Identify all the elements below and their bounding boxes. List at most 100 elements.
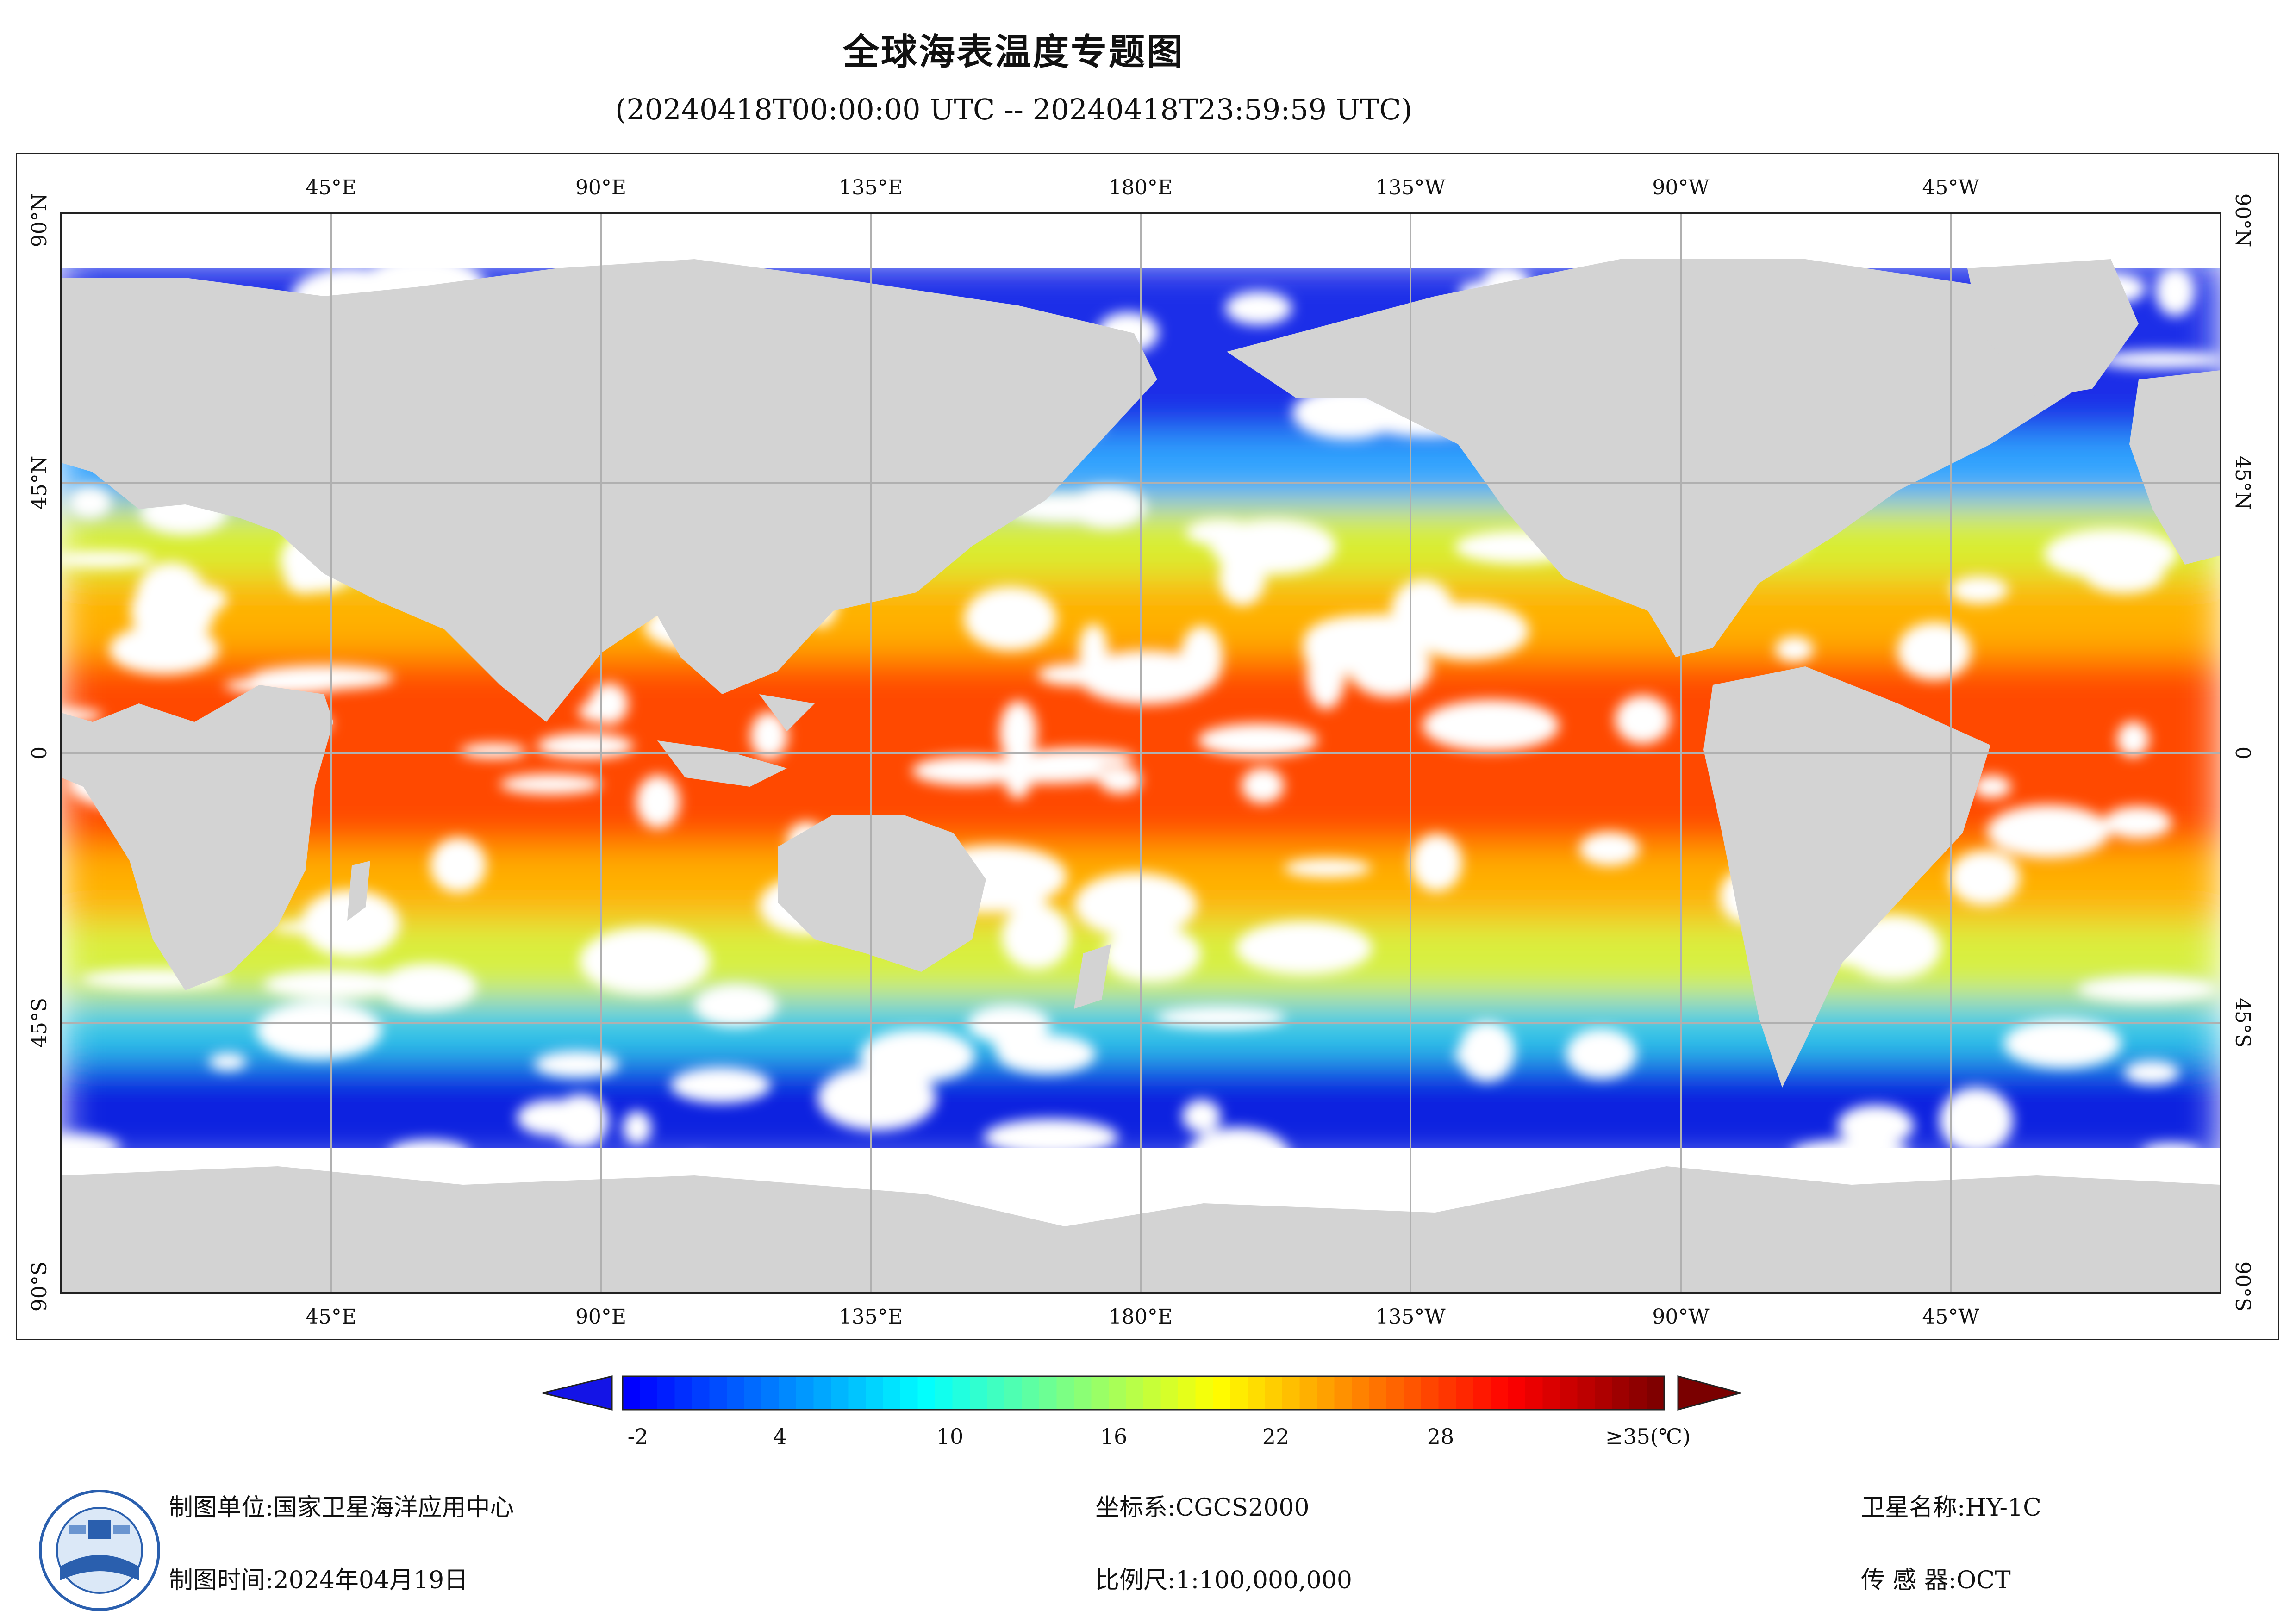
lon-label-bottom: 180°E <box>1109 1305 1173 1329</box>
lat-label-right: 45°N <box>2231 456 2254 510</box>
cloud-gap <box>1365 626 1494 645</box>
cloud-gap <box>430 837 487 893</box>
cloud-gap <box>1241 768 1284 803</box>
colorbar-cell <box>900 1376 918 1410</box>
colorbar-cell <box>1230 1376 1248 1410</box>
lon-label-top: 45°E <box>306 176 356 199</box>
cloud-gap <box>694 984 778 1027</box>
colorbar-cell <box>883 1376 901 1410</box>
colorbar-cell <box>970 1376 988 1410</box>
cloud-gap <box>1306 640 1346 709</box>
scale-field: 比例尺:1:100,000,000 <box>1095 1561 1352 1595</box>
cloud-gap <box>1949 850 2020 906</box>
colorbar-cell <box>1143 1376 1161 1410</box>
colorbar-cell <box>623 1376 641 1410</box>
scale-label: 比例尺: <box>1095 1567 1176 1594</box>
cloud-gap <box>1775 636 1814 662</box>
lon-label-bottom: 90°W <box>1652 1305 1710 1329</box>
colorbar-cell <box>952 1376 970 1410</box>
colorbar-cell <box>813 1376 831 1410</box>
colorbar-cell <box>657 1376 675 1410</box>
colorbar-cell <box>709 1376 727 1410</box>
colorbar-cell <box>1004 1376 1023 1410</box>
colorbar-cell <box>866 1376 884 1410</box>
cloud-gap <box>460 743 526 759</box>
cloud-gap <box>2124 1061 2180 1085</box>
colorbar-cell <box>1195 1376 1213 1410</box>
cloud-gap <box>209 1052 247 1071</box>
cloud-gap <box>1001 904 1070 970</box>
satellite-label: 卫星名称: <box>1861 1494 1965 1522</box>
lon-label-top: 90°W <box>1652 176 1710 199</box>
date-label: 制图时间: <box>169 1567 274 1594</box>
sensor-label: 传 感 器: <box>1861 1567 1957 1594</box>
colorbar-cell <box>1369 1376 1387 1410</box>
lat-label-left: 90°S <box>28 1262 51 1312</box>
lat-label-left: 45°N <box>28 456 51 510</box>
lon-label-top: 90°E <box>575 176 626 199</box>
cloud-gap <box>636 775 680 828</box>
producer-label: 制图单位: <box>169 1494 274 1522</box>
satellite-value: HY-1C <box>1965 1494 2041 1522</box>
graticule <box>61 213 2221 1293</box>
cloud-gap <box>670 1067 771 1103</box>
cloud-gap <box>256 1001 382 1059</box>
lat-label-right: 0 <box>2231 746 2254 759</box>
cloud-gap <box>1939 1087 2013 1154</box>
cloud-gap <box>2044 528 2178 579</box>
colorbar-tick: 10 <box>936 1424 964 1449</box>
cloud-gap <box>1566 1028 1637 1079</box>
colorbar-cell <box>1299 1376 1317 1410</box>
cloud-gap <box>967 1005 1050 1044</box>
cloud-gap <box>1103 926 1201 983</box>
cloud-gap <box>1579 832 1640 866</box>
lon-label-bottom: 90°E <box>575 1305 626 1329</box>
colorbar-cell <box>935 1376 953 1410</box>
cloud-gap <box>992 1037 1073 1056</box>
colorbar-cell <box>1491 1376 1509 1410</box>
cloud-gap <box>2117 721 2149 757</box>
lon-label-top: 135°W <box>1375 176 1446 199</box>
colorbar-cell <box>848 1376 866 1410</box>
colorbar-cell <box>1265 1376 1283 1410</box>
scale-value: 1:100,000,000 <box>1175 1567 1352 1594</box>
colorbar-cell <box>1421 1376 1439 1410</box>
crs-label: 坐标系: <box>1095 1494 1176 1522</box>
cloud-gap <box>61 550 154 568</box>
colorbar: -2 4 10 16 22 28 ≥35(℃) <box>542 1375 1743 1449</box>
colorbar-under-arrow <box>542 1375 613 1411</box>
cloud-gap <box>750 712 788 759</box>
cloud-gap <box>500 774 601 795</box>
date-field: 制图时间:2024年04月19日 <box>169 1561 468 1595</box>
cloud-gap <box>1950 576 2009 604</box>
colorbar-cell <box>1629 1376 1647 1410</box>
lon-label-top: 45°W <box>1922 176 1979 199</box>
colorbar-cell <box>1056 1376 1074 1410</box>
colorbar-cell <box>727 1376 745 1410</box>
date-value: 2024年04月19日 <box>273 1567 468 1594</box>
producer-field: 制图单位:国家卫星海洋应用中心 <box>169 1488 514 1523</box>
cloud-gap <box>1837 1105 1914 1147</box>
sensor-value: OCT <box>1956 1567 2011 1594</box>
colorbar-cell <box>1386 1376 1404 1410</box>
cloud-gap <box>2103 806 2172 839</box>
colorbar-cell <box>744 1376 762 1410</box>
lat-label-right: 45°S <box>2231 998 2254 1048</box>
lon-label-top: 135°E <box>839 176 903 199</box>
cloud-gap <box>860 1029 975 1082</box>
cloud-gap <box>1074 872 1197 938</box>
cloud-gap <box>1198 723 1318 757</box>
lon-label-top: 180°E <box>1109 176 1173 199</box>
lon-label-bottom: 45°W <box>1922 1305 1979 1329</box>
colorbar-cell <box>1334 1376 1352 1410</box>
colorbar-cell <box>796 1376 814 1410</box>
colorbar-cell <box>1074 1376 1092 1410</box>
cloud-gap <box>2077 976 2217 1003</box>
colorbar-cell <box>1438 1376 1456 1410</box>
colorbar-cell <box>831 1376 849 1410</box>
lat-label-left: 90°N <box>28 193 51 248</box>
cloud-gap <box>380 963 477 1010</box>
cloud-gap <box>1210 519 1336 575</box>
colorbar-tick: ≥35(℃) <box>1605 1424 1691 1449</box>
